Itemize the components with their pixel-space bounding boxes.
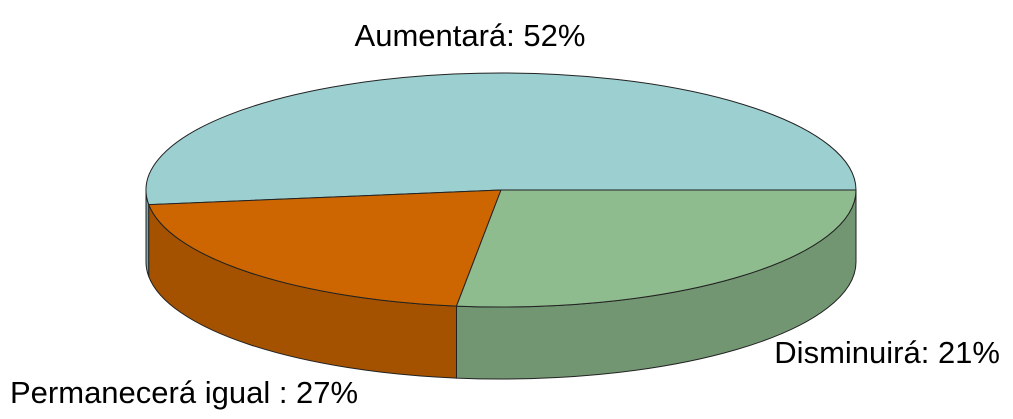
slice — [148, 189, 502, 307]
slice — [145, 72, 857, 206]
slice-label: Aumentará: 52% — [355, 18, 586, 53]
slice — [455, 189, 857, 308]
slice-label: Disminuirá: 21% — [774, 335, 1000, 370]
slice-label: Permanecerá igual : 27% — [10, 375, 358, 410]
